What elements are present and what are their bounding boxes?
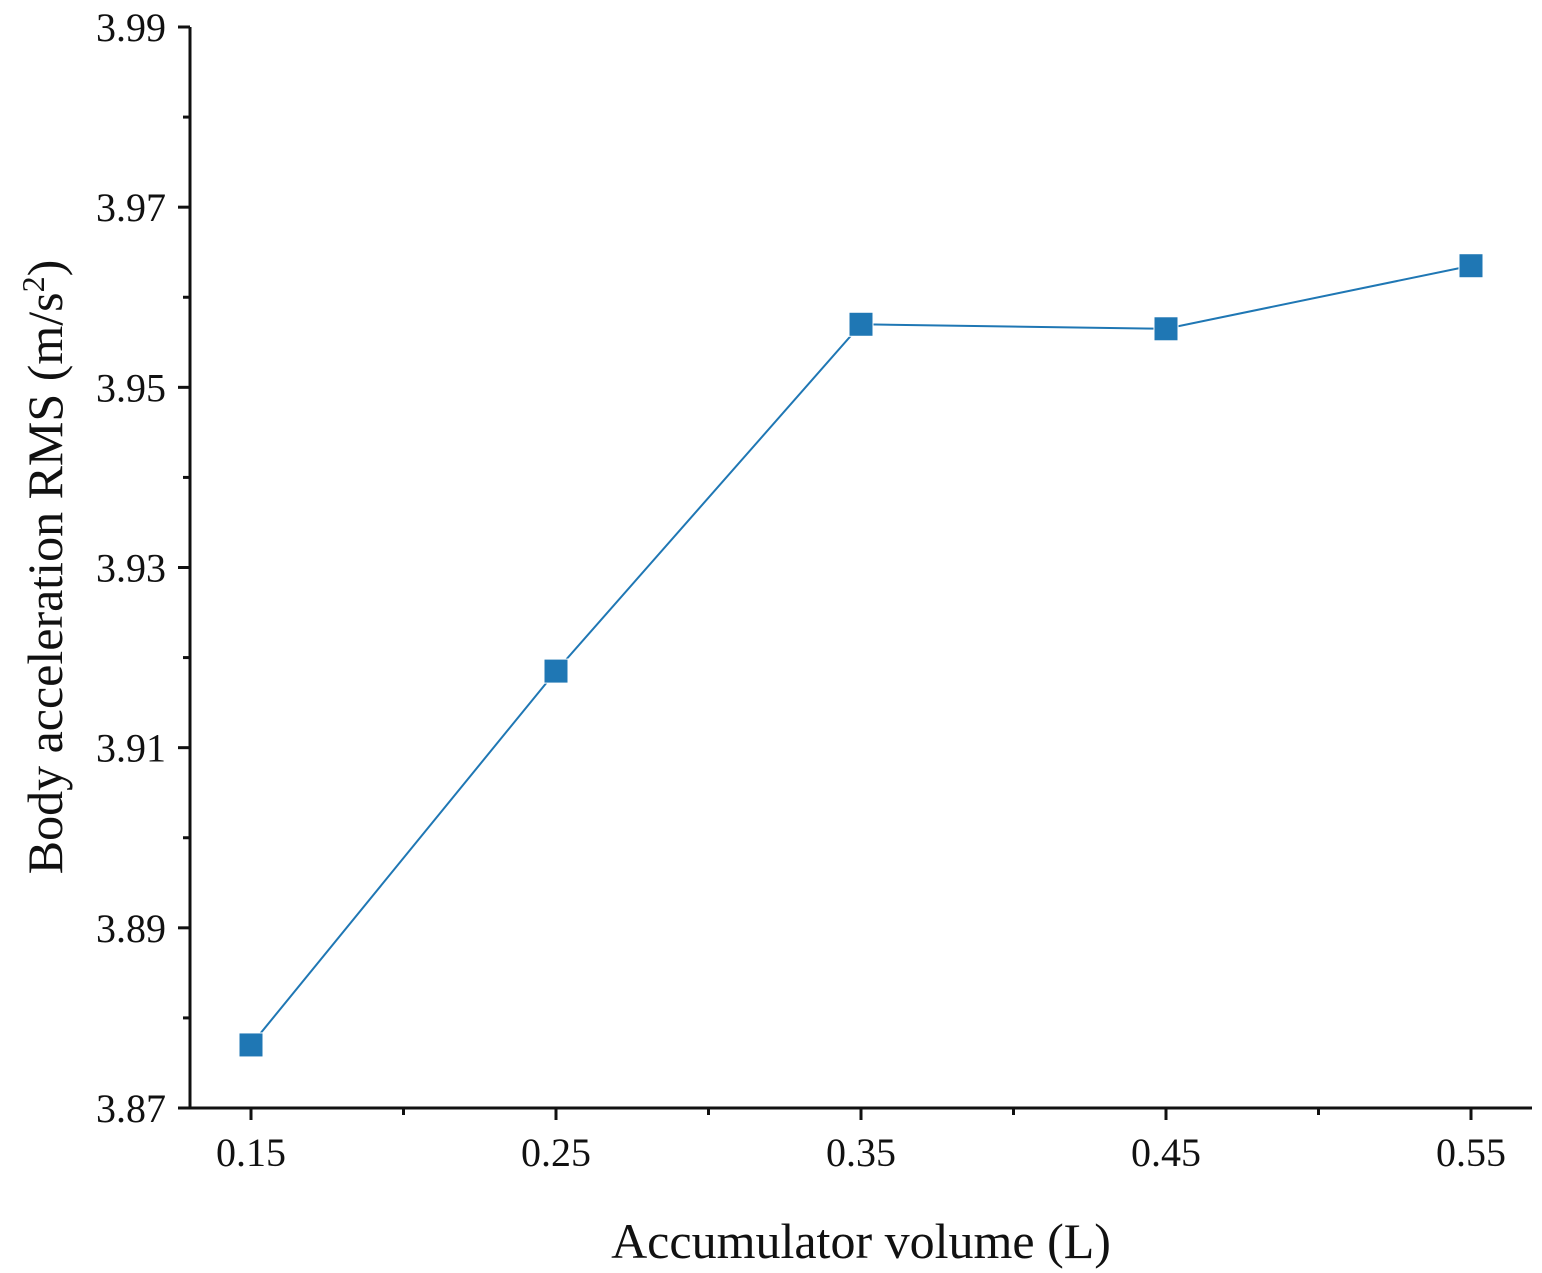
y-axis-title-superscript: 2 [15, 276, 51, 292]
x-tick-label: 0.55 [1436, 1130, 1506, 1175]
series-layer [238, 253, 1484, 1058]
y-axis-title: Body acceleration RMS (m/s2) [15, 260, 73, 875]
x-axis-title: Accumulator volume (L) [611, 1213, 1111, 1269]
y-axis-title-close: ) [17, 260, 73, 277]
y-tick-label: 3.93 [96, 546, 166, 591]
y-ticks: 3.87 3.89 3.91 3.93 3.95 3.97 3.99 [96, 5, 190, 1131]
y-tick-label: 3.89 [96, 906, 166, 951]
x-tick-label: 0.25 [521, 1130, 591, 1175]
data-point-marker [238, 1032, 264, 1058]
data-point-marker [848, 311, 874, 337]
x-tick-label: 0.15 [216, 1130, 286, 1175]
axes [188, 27, 1532, 1110]
x-ticks: 0.15 0.25 0.35 0.45 0.55 [216, 1108, 1506, 1175]
y-tick-label: 3.87 [96, 1086, 166, 1131]
x-tick-label: 0.45 [1131, 1130, 1201, 1175]
series-line [250, 264, 1472, 1046]
y-tick-label: 3.97 [96, 185, 166, 230]
x-tick-label: 0.35 [826, 1130, 896, 1175]
y-tick-label: 3.95 [96, 365, 166, 410]
y-axis-title-main: Body acceleration RMS (m/s [17, 292, 73, 874]
y-tick-label: 3.91 [96, 726, 166, 771]
y-tick-label: 3.99 [96, 5, 166, 50]
data-point-marker [1153, 316, 1179, 342]
data-point-marker [543, 658, 569, 684]
data-point-marker [1458, 253, 1484, 279]
